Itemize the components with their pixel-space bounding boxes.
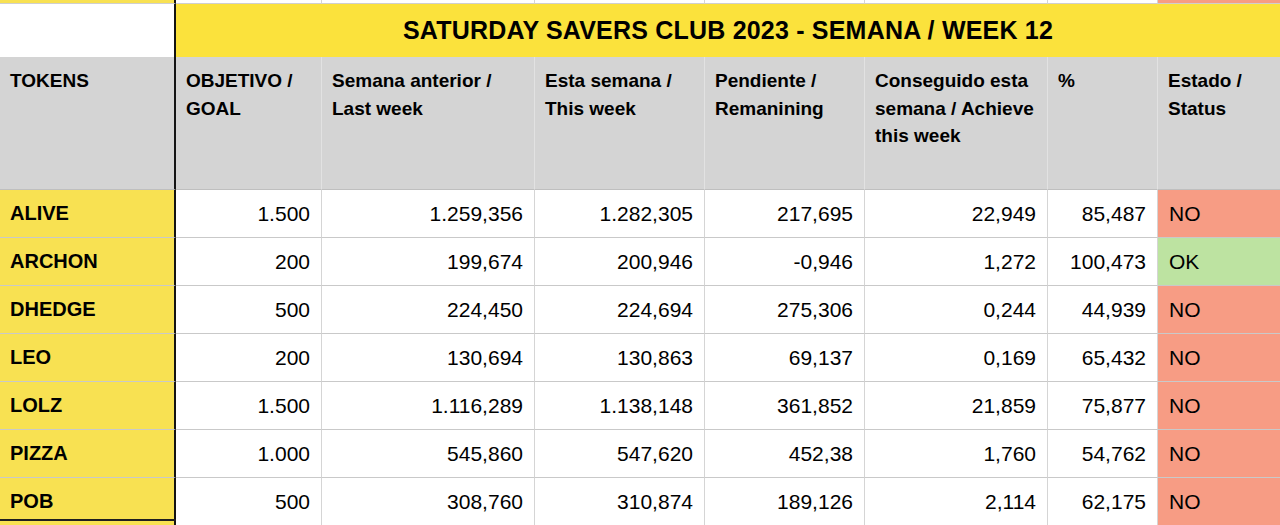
remaining-cell[interactable]: 452,38 bbox=[705, 430, 865, 478]
this-week-cell[interactable]: 547,620 bbox=[535, 430, 705, 478]
table-row: PIZZA 1.000 545,860 547,620 452,38 1,760… bbox=[0, 430, 1280, 478]
last-week-cell[interactable]: 545,860 bbox=[322, 430, 535, 478]
table-row: LOLZ 1.500 1.116,289 1.138,148 361,852 2… bbox=[0, 382, 1280, 430]
remaining-cell[interactable]: 361,852 bbox=[705, 382, 865, 430]
table-row: ALIVE 1.500 1.259,356 1.282,305 217,695 … bbox=[0, 190, 1280, 238]
last-week-cell[interactable]: 199,674 bbox=[322, 238, 535, 286]
last-week-cell[interactable]: 1.259,356 bbox=[322, 190, 535, 238]
percent-cell[interactable]: 100,473 bbox=[1048, 238, 1158, 286]
table-row: LEO 200 130,694 130,863 69,137 0,169 65,… bbox=[0, 334, 1280, 382]
header-goal[interactable]: OBJETIVO / GOAL bbox=[176, 57, 322, 190]
spreadsheet-table: SATURDAY SAVERS CLUB 2023 - SEMANA / WEE… bbox=[0, 0, 1280, 525]
achieved-cell[interactable]: 0,169 bbox=[865, 334, 1048, 382]
percent-cell[interactable]: 44,939 bbox=[1048, 286, 1158, 334]
table-row: DHEDGE 500 224,450 224,694 275,306 0,244… bbox=[0, 286, 1280, 334]
this-week-cell[interactable]: 200,946 bbox=[535, 238, 705, 286]
last-week-cell[interactable]: 224,450 bbox=[322, 286, 535, 334]
header-last-week[interactable]: Semana anterior / Last week bbox=[322, 57, 535, 190]
status-cell[interactable]: OK bbox=[1158, 238, 1280, 286]
token-cell[interactable]: ALIVE bbox=[0, 190, 176, 238]
status-cell[interactable]: NO bbox=[1158, 478, 1280, 525]
status-cell[interactable]: NO bbox=[1158, 334, 1280, 382]
achieved-cell[interactable]: 2,114 bbox=[865, 478, 1048, 525]
this-week-cell[interactable]: 130,863 bbox=[535, 334, 705, 382]
goal-cell[interactable]: 500 bbox=[176, 286, 322, 334]
percent-cell[interactable]: 54,762 bbox=[1048, 430, 1158, 478]
this-week-cell[interactable]: 1.282,305 bbox=[535, 190, 705, 238]
table-title[interactable]: SATURDAY SAVERS CLUB 2023 - SEMANA / WEE… bbox=[176, 4, 1280, 57]
achieved-cell[interactable]: 1,760 bbox=[865, 430, 1048, 478]
token-cell[interactable]: PIZZA bbox=[0, 430, 176, 478]
percent-cell[interactable]: 65,432 bbox=[1048, 334, 1158, 382]
achieved-cell[interactable]: 21,859 bbox=[865, 382, 1048, 430]
token-cell[interactable]: POB bbox=[0, 478, 176, 525]
percent-cell[interactable]: 75,877 bbox=[1048, 382, 1158, 430]
achieved-cell[interactable]: 22,949 bbox=[865, 190, 1048, 238]
goal-cell[interactable]: 500 bbox=[176, 478, 322, 525]
table-row: ARCHON 200 199,674 200,946 -0,946 1,272 … bbox=[0, 238, 1280, 286]
goal-cell[interactable]: 1.500 bbox=[176, 190, 322, 238]
token-cell[interactable]: ARCHON bbox=[0, 238, 176, 286]
header-row: TOKENS OBJETIVO / GOAL Semana anterior /… bbox=[0, 57, 1280, 190]
remaining-cell[interactable]: 275,306 bbox=[705, 286, 865, 334]
header-remaining[interactable]: Pendiente / Remanining bbox=[705, 57, 865, 190]
header-this-week[interactable]: Esta semana / This week bbox=[535, 57, 705, 190]
token-cell[interactable]: DHEDGE bbox=[0, 286, 176, 334]
remaining-cell[interactable]: 189,126 bbox=[705, 478, 865, 525]
table-row: POB 500 308,760 310,874 189,126 2,114 62… bbox=[0, 478, 1280, 525]
header-tokens[interactable]: TOKENS bbox=[0, 57, 176, 190]
this-week-cell[interactable]: 224,694 bbox=[535, 286, 705, 334]
header-percent[interactable]: % bbox=[1048, 57, 1158, 190]
achieved-cell[interactable]: 1,272 bbox=[865, 238, 1048, 286]
goal-cell[interactable]: 1.500 bbox=[176, 382, 322, 430]
status-cell[interactable]: NO bbox=[1158, 286, 1280, 334]
corner-cell[interactable] bbox=[0, 4, 176, 57]
achieved-cell[interactable]: 0,244 bbox=[865, 286, 1048, 334]
token-cell[interactable]: LEO bbox=[0, 334, 176, 382]
percent-cell[interactable]: 85,487 bbox=[1048, 190, 1158, 238]
remaining-cell[interactable]: 69,137 bbox=[705, 334, 865, 382]
goal-cell[interactable]: 200 bbox=[176, 334, 322, 382]
status-cell[interactable]: NO bbox=[1158, 430, 1280, 478]
header-achieved[interactable]: Conseguido esta semana / Achieve this we… bbox=[865, 57, 1048, 190]
range-bottom-border bbox=[0, 519, 176, 521]
last-week-cell[interactable]: 1.116,289 bbox=[322, 382, 535, 430]
goal-cell[interactable]: 1.000 bbox=[176, 430, 322, 478]
remaining-cell[interactable]: 217,695 bbox=[705, 190, 865, 238]
goal-cell[interactable]: 200 bbox=[176, 238, 322, 286]
title-band: SATURDAY SAVERS CLUB 2023 - SEMANA / WEE… bbox=[0, 4, 1280, 57]
status-cell[interactable]: NO bbox=[1158, 382, 1280, 430]
percent-cell[interactable]: 62,175 bbox=[1048, 478, 1158, 525]
remaining-cell[interactable]: -0,946 bbox=[705, 238, 865, 286]
this-week-cell[interactable]: 1.138,148 bbox=[535, 382, 705, 430]
status-cell[interactable]: NO bbox=[1158, 190, 1280, 238]
this-week-cell[interactable]: 310,874 bbox=[535, 478, 705, 525]
token-cell[interactable]: LOLZ bbox=[0, 382, 176, 430]
header-status[interactable]: Estado / Status bbox=[1158, 57, 1280, 190]
last-week-cell[interactable]: 130,694 bbox=[322, 334, 535, 382]
last-week-cell[interactable]: 308,760 bbox=[322, 478, 535, 525]
